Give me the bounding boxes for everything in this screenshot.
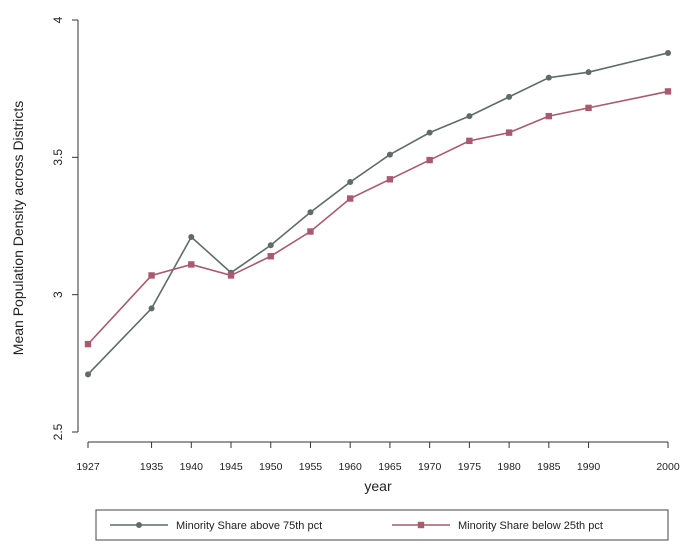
legend-marker [136, 522, 142, 528]
series-1-point [188, 233, 195, 240]
y-tick-label: 3.5 [51, 149, 65, 166]
x-tick-label: 1985 [537, 461, 561, 473]
x-ticks: 1927 1935 1940 1945 1950 1955 1960 1965 1970 1975… [76, 442, 680, 473]
series-2-point [267, 253, 274, 260]
x-tick-label: 1960 [339, 461, 363, 473]
series-1-point [665, 49, 671, 56]
x-tick-label: 2000 [656, 461, 680, 473]
series-1-point [426, 129, 433, 136]
plot-area: 2.5 3 3.5 4 1927 1935 1940 1945 1950 1955 1960 196… [51, 16, 680, 473]
y-tick-label: 2.5 [51, 423, 65, 440]
x-tick-label: 1940 [180, 461, 204, 473]
series-2-point [346, 195, 354, 202]
y-axis-title: Mean Population Density across Districts [10, 101, 26, 355]
series-2-point [188, 261, 195, 268]
x-tick-label: 1955 [299, 461, 323, 473]
series-line-1 [87, 52, 669, 375]
x-tick-label: 1970 [418, 461, 442, 473]
x-axis-title: year [364, 478, 392, 494]
legend-label: Minority Share below 25th pct [458, 520, 603, 532]
series-2-point [148, 272, 155, 279]
series-1-point [386, 151, 393, 158]
x-tick-label: 1927 [76, 461, 100, 473]
series-1-point [506, 93, 513, 100]
series-2-point [426, 156, 433, 164]
legend-items: Minority Share above 75th pct Minority Sh… [110, 520, 603, 532]
x-tick-label: 1935 [140, 461, 164, 473]
series-1-point [267, 242, 274, 249]
series-1-point [148, 305, 155, 312]
series-2-point [307, 228, 314, 235]
legend-box [95, 509, 669, 541]
legend-label: Minority Share above 75th pct [176, 520, 322, 532]
x-tick-label: 1975 [458, 461, 482, 473]
x-tick-label: 1965 [378, 461, 402, 473]
y-tick-label: 3 [51, 291, 65, 298]
series-2-point [505, 129, 513, 136]
y-tick-label: 4 [51, 16, 65, 23]
x-tick-label: 1950 [259, 461, 283, 473]
legend-marker [417, 521, 425, 529]
series-2-point [585, 104, 592, 112]
series-2-point [466, 137, 473, 145]
series-1-point [466, 113, 473, 120]
x-tick-label: 1945 [219, 461, 243, 473]
x-tick-label: 1980 [497, 461, 521, 473]
series-2-point [84, 340, 92, 348]
series-1-point [307, 209, 314, 216]
x-tick-label: 1990 [577, 461, 601, 473]
series-2-point [664, 88, 672, 95]
series-2-point [545, 112, 553, 120]
series-1-point [85, 371, 91, 378]
series-2-point [386, 176, 394, 183]
series-1-point [347, 179, 354, 186]
series-2-point [227, 272, 235, 279]
series-line-2 [87, 90, 669, 345]
series-1-point [585, 69, 592, 76]
legend: Minority Share above 75th pct Minority Sh… [95, 509, 669, 541]
y-ticks: 2.5 3 3.5 4 [51, 16, 78, 440]
series-1-point [545, 74, 552, 81]
series-layer [84, 49, 672, 378]
